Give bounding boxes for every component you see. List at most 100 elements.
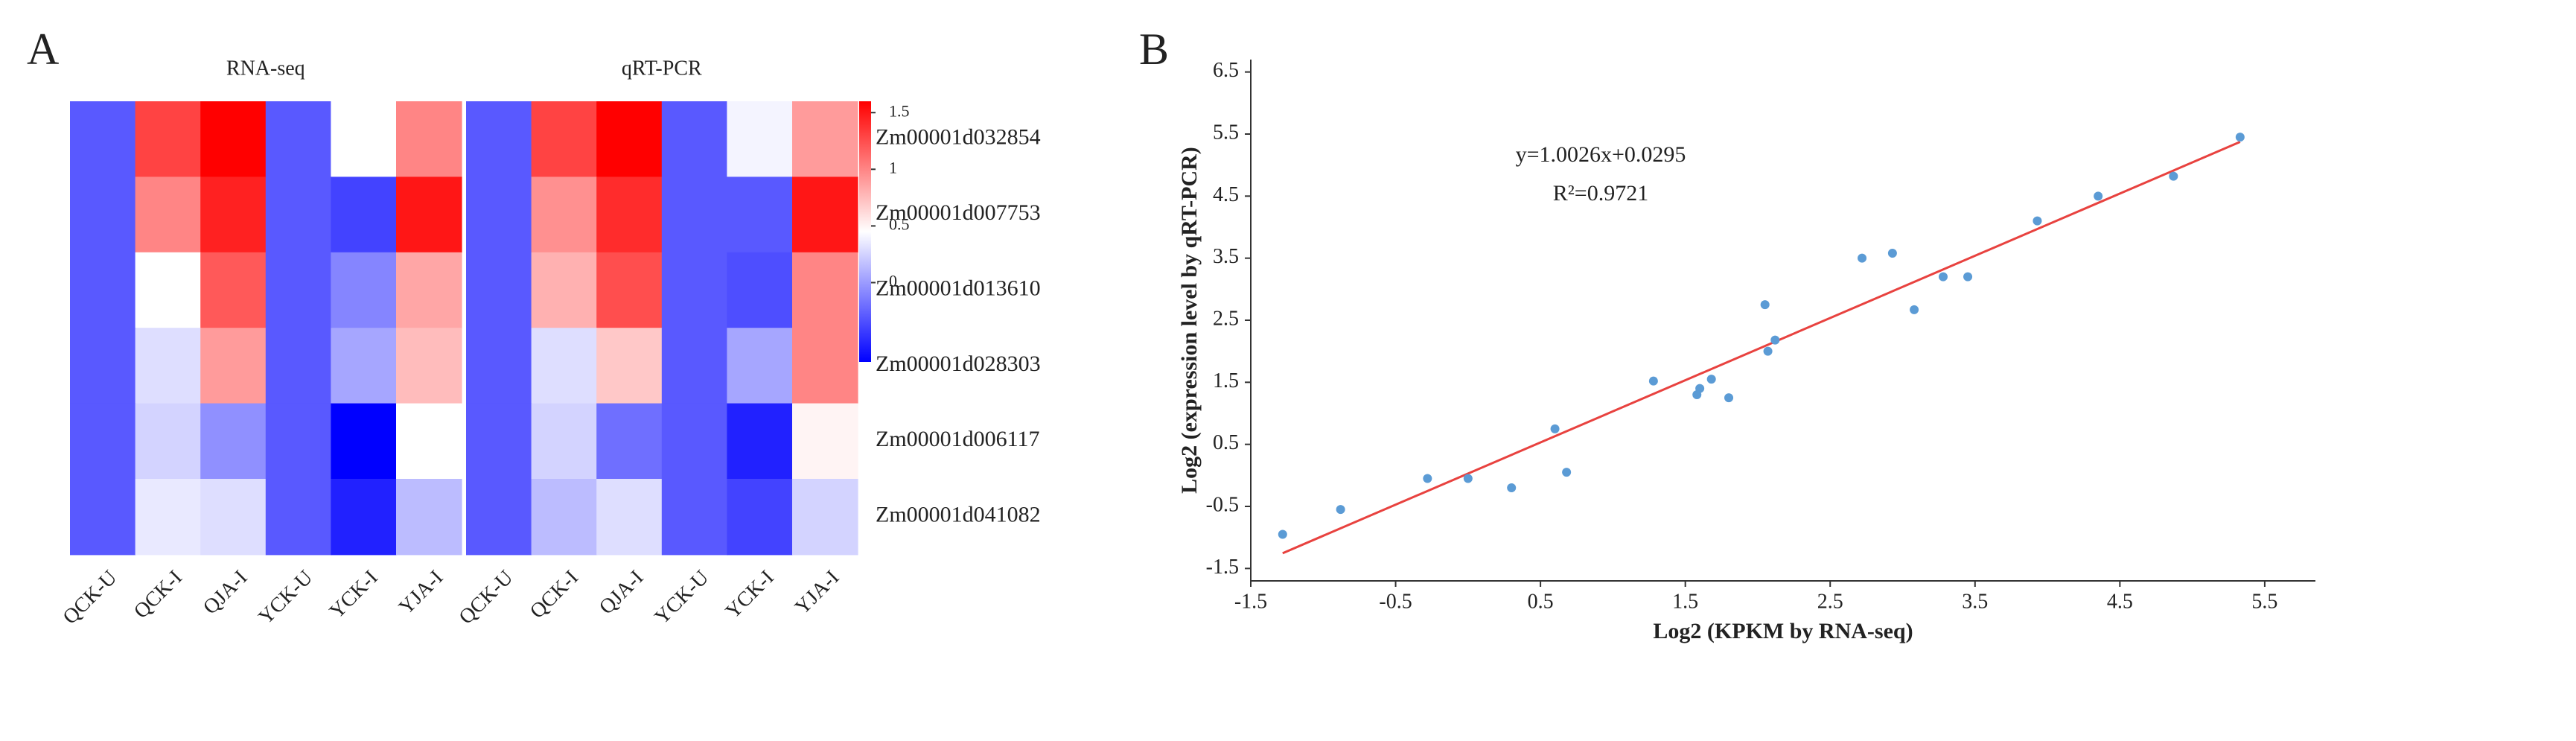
y-tick-label: 0.5 — [1213, 431, 1239, 454]
heatmap-cell — [70, 328, 136, 404]
colorbar-tick-label: 1.5 — [889, 101, 910, 120]
point — [1706, 375, 1716, 384]
heatmap-cell — [200, 101, 267, 178]
point — [1463, 474, 1473, 483]
heatmap-cell — [396, 176, 462, 253]
column-label: YCK-I — [721, 566, 779, 623]
heatmap-cell — [200, 252, 267, 329]
heatmap-cell — [466, 328, 532, 404]
row-label: Zm00001d007753 — [876, 200, 1041, 225]
heatmap-cell — [200, 479, 267, 556]
heatmap-cell — [661, 252, 728, 329]
row-label: Zm00001d028303 — [876, 352, 1041, 376]
heatmap-cell — [265, 328, 332, 404]
heatmap-cell — [466, 101, 532, 178]
x-tick-label: 2.5 — [1817, 590, 1843, 613]
heatmap-cell — [265, 101, 332, 178]
point — [1278, 529, 1287, 539]
y-tick-label: 3.5 — [1213, 245, 1239, 268]
column-label: QJA-I — [199, 566, 252, 619]
heatmap-cell — [727, 328, 793, 404]
heatmap-cell — [792, 101, 858, 178]
point — [1910, 305, 1919, 314]
heatmap-cell — [265, 403, 332, 480]
heatmap-cell — [70, 479, 136, 556]
y-tick-label: 4.5 — [1213, 183, 1239, 206]
x-tick-label: 3.5 — [1962, 590, 1988, 613]
column-label: YJA-I — [395, 566, 447, 619]
heatmap-cell — [727, 252, 793, 329]
heatmap-cell — [135, 101, 202, 178]
heatmap-cell — [135, 252, 202, 329]
group-title: RNA-seq — [226, 57, 305, 80]
heatmap-cell — [792, 479, 858, 556]
point — [1336, 505, 1345, 515]
row-label: Zm00001d006117 — [876, 427, 1040, 451]
heatmap-cell — [70, 101, 136, 178]
heatmap-cell — [531, 479, 598, 556]
point — [1724, 393, 1734, 403]
heatmap-cell — [396, 328, 462, 404]
point — [1507, 483, 1517, 492]
heatmap-cell — [792, 403, 858, 480]
point — [1648, 376, 1658, 386]
point — [1763, 346, 1773, 356]
column-label: YCK-U — [650, 566, 713, 629]
heatmap-cell — [70, 252, 136, 329]
point — [1963, 272, 1973, 282]
column-label: YJA-I — [791, 566, 844, 619]
heatmap-cell — [466, 176, 532, 253]
point — [1550, 424, 1560, 433]
x-tick-label: -1.5 — [1234, 590, 1267, 613]
row-label: Zm00001d041082 — [876, 503, 1041, 527]
point — [2169, 171, 2178, 181]
heatmap-cell — [135, 176, 202, 253]
y-axis-title: Log2 (expression level by qRT-PCR) — [1177, 147, 1202, 494]
point — [1887, 249, 1897, 258]
y-tick-label: 2.5 — [1213, 307, 1239, 330]
heatmap-cell — [596, 403, 663, 480]
column-label: QCK-U — [455, 566, 518, 629]
heatmap-cell — [331, 403, 397, 480]
y-tick-label: -0.5 — [1206, 493, 1239, 516]
point — [1770, 335, 1780, 345]
heatmap-cell — [531, 328, 598, 404]
row-label: Zm00001d032854 — [876, 125, 1041, 150]
column-label: QJA-I — [595, 566, 648, 619]
heatmap-cell — [265, 252, 332, 329]
heatmap-cell — [596, 328, 663, 404]
heatmap-cell — [727, 176, 793, 253]
heatmap-cell — [200, 328, 267, 404]
heatmap-cell — [396, 403, 462, 480]
column-label: QCK-I — [130, 566, 187, 623]
heatmap-cell — [70, 176, 136, 253]
colorbar-tick-label: 1 — [889, 158, 897, 176]
heatmap-cell — [727, 479, 793, 556]
heatmap-cell — [596, 101, 663, 178]
heatmap-cell — [135, 479, 202, 556]
fit-line — [1282, 141, 2241, 555]
heatmap-cell — [727, 101, 793, 178]
point — [1938, 272, 1948, 282]
heatmap-cell — [727, 403, 793, 480]
annotation: y=1.0026x+0.0295 — [1516, 142, 1686, 167]
heatmap-cell — [331, 328, 397, 404]
heatmap-cell — [596, 479, 663, 556]
heatmap-cell — [661, 479, 728, 556]
heatmap-cell — [792, 176, 858, 253]
heatmap-cell — [466, 403, 532, 480]
y-tick-label: -1.5 — [1206, 556, 1239, 579]
heatmap-cell — [531, 252, 598, 329]
heatmap-cell — [331, 101, 397, 178]
column-label: YCK-I — [325, 566, 383, 623]
column-label: QCK-U — [59, 566, 122, 629]
heatmap-cell — [200, 403, 267, 480]
x-tick-label: 0.5 — [1528, 590, 1554, 613]
heatmap-cell — [596, 176, 663, 253]
column-label: QCK-I — [526, 566, 583, 623]
heatmap-cell — [135, 328, 202, 404]
point — [1858, 253, 1867, 263]
heatmap-cell — [135, 403, 202, 480]
heatmap-cell — [466, 479, 532, 556]
